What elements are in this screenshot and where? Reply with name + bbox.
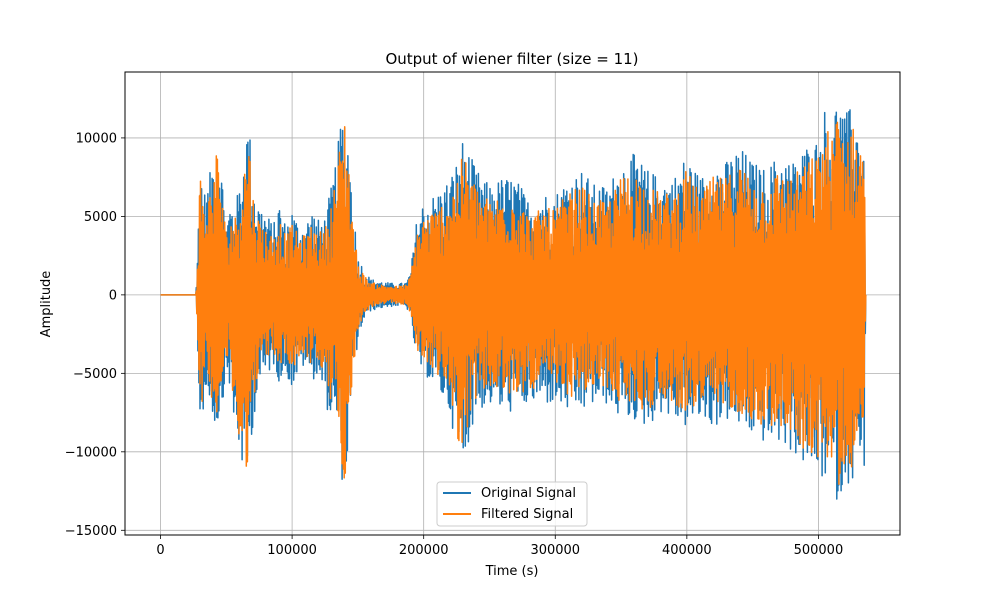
series-layer: [160, 109, 867, 500]
series-line-1: [160, 121, 867, 486]
x-tick-label: 300000: [530, 543, 580, 558]
y-tick-label: 0: [109, 288, 117, 303]
x-axis-label: Time (s): [485, 564, 539, 579]
y-tick-label: 10000: [76, 131, 117, 146]
ticks: 0 100000 200000 300000 400000 500000−15000−10…: [65, 131, 843, 558]
y-axis-label: Amplitude: [39, 271, 54, 338]
x-tick-label: 200000: [399, 543, 449, 558]
x-tick-label: 0: [156, 543, 164, 558]
y-tick-label: −15000: [65, 524, 117, 539]
legend-label-original: Original Signal: [481, 486, 576, 501]
plot-frame: [124, 71, 901, 536]
legend: Original Signal Filtered Signal: [436, 481, 588, 527]
y-tick-label: −5000: [73, 367, 117, 382]
legend-box: [436, 481, 588, 527]
y-tick-label: 5000: [84, 210, 117, 225]
legend-label-filtered: Filtered Signal: [481, 507, 573, 522]
y-tick-label: −10000: [65, 445, 117, 460]
x-tick-label: 400000: [662, 543, 712, 558]
x-tick-label: 100000: [267, 543, 317, 558]
chart-title: Output of wiener filter (size = 11): [385, 50, 638, 68]
x-tick-label: 500000: [794, 543, 844, 558]
